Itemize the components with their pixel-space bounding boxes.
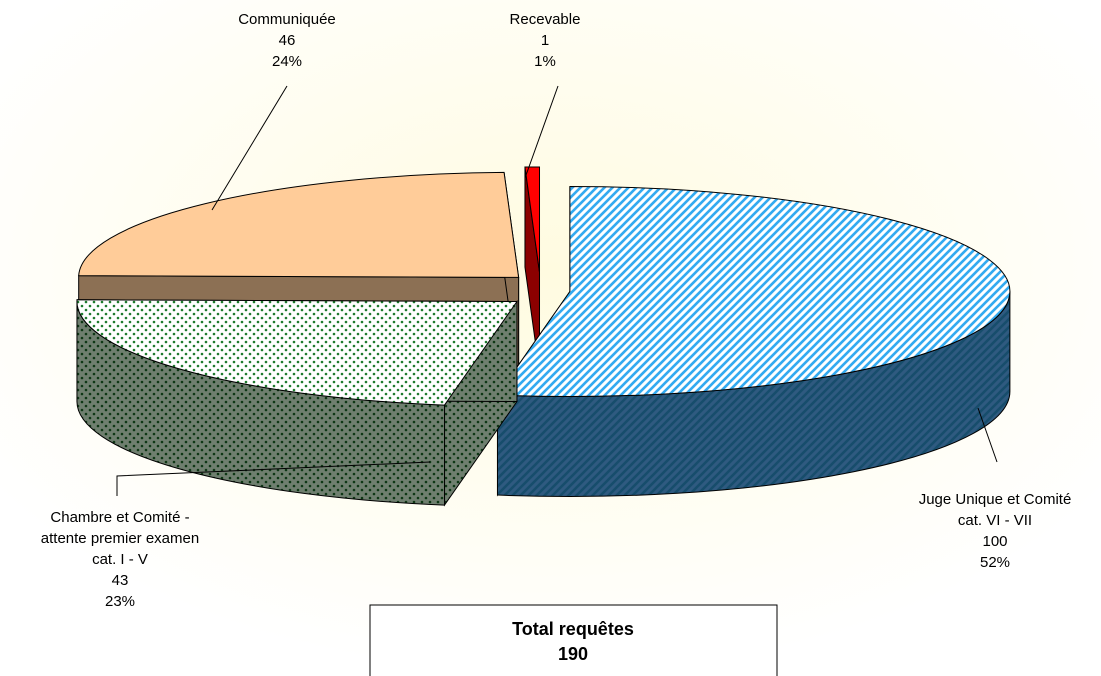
category-label: Communiquée xyxy=(238,11,336,28)
leader-line xyxy=(977,407,998,463)
category-label: Chambre et Comité - xyxy=(50,509,189,526)
category-label: cat. I - V xyxy=(92,551,148,568)
total-value: 190 xyxy=(558,644,588,664)
category-label: Recevable xyxy=(510,11,581,28)
value-label: 1 xyxy=(541,32,549,49)
pie xyxy=(76,166,1011,507)
slice xyxy=(524,166,541,273)
category-label: Juge Unique et Comité xyxy=(919,491,1072,508)
percent-label: 52% xyxy=(980,554,1010,571)
category-label: cat. VI - VII xyxy=(958,512,1032,529)
leader-line xyxy=(211,85,288,211)
value-label: 43 xyxy=(112,572,129,589)
slice xyxy=(76,299,518,406)
labels: Juge Unique et Comité cat. VI - VII 100 52%… xyxy=(41,11,1072,610)
slice xyxy=(78,171,520,278)
percent-label: 24% xyxy=(272,53,302,70)
value-label: 100 xyxy=(982,533,1007,550)
percent-label: 23% xyxy=(105,593,135,610)
leader-line xyxy=(524,85,559,179)
leader-line xyxy=(116,461,431,496)
slice xyxy=(496,185,1011,397)
percent-label: 1% xyxy=(534,53,556,70)
value-label: 46 xyxy=(279,32,296,49)
total-box xyxy=(369,604,778,676)
total-label: Total requêtes xyxy=(512,619,634,639)
category-label: attente premier examen xyxy=(41,530,199,547)
